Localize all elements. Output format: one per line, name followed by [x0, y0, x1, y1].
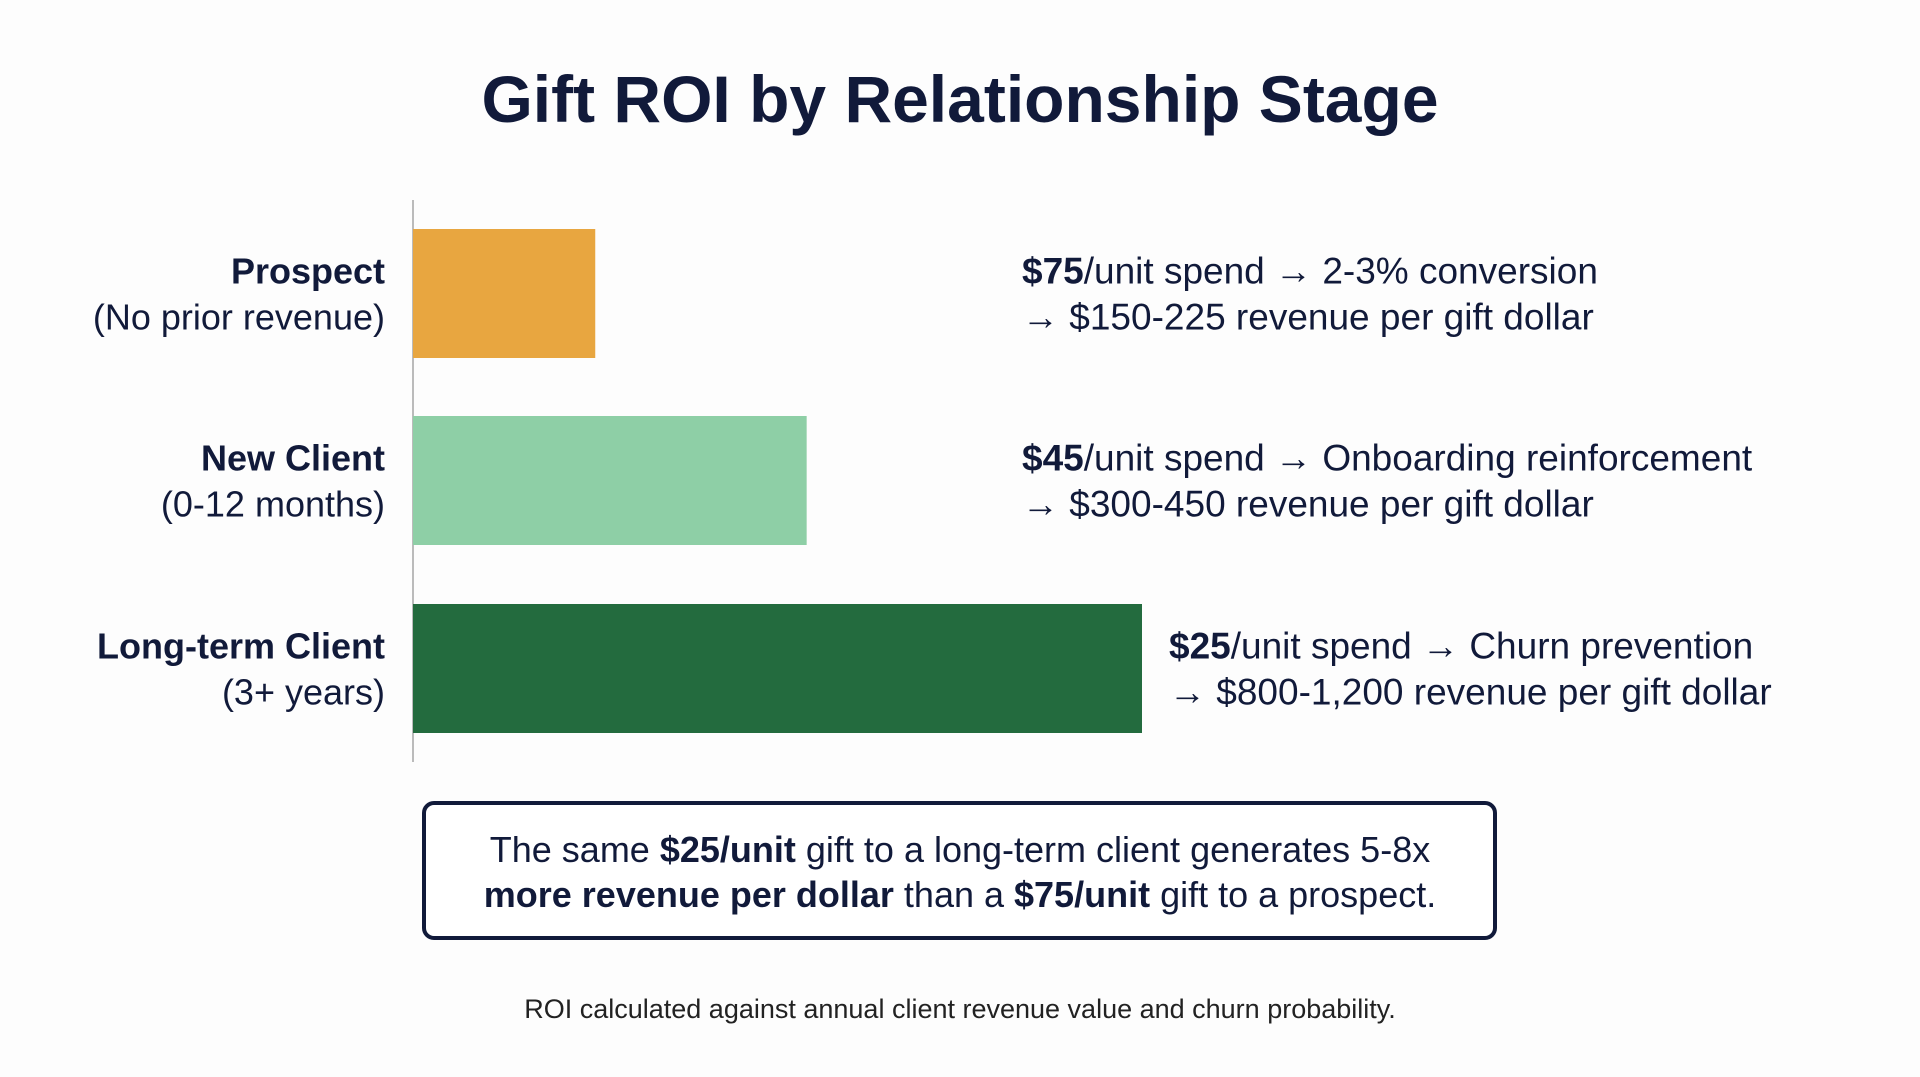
bar [413, 604, 1142, 733]
callout-text-segment: more revenue per dollar [484, 874, 894, 915]
callout-text-segment: The same [490, 829, 660, 870]
bar [413, 229, 596, 358]
bar-annotation: → $300-450 revenue per gift dollar [1022, 484, 1594, 525]
callout-text-segment: $75/unit [1014, 874, 1150, 915]
callout-box [422, 801, 1497, 940]
bar-annotation-segment: /unit spend → Churn prevention [1231, 626, 1753, 667]
callout-text: more revenue per dollar than a $75/unit … [484, 874, 1436, 915]
bar-annotation-segment: $25 [1169, 626, 1231, 667]
bar-annotation: → $150-225 revenue per gift dollar [1022, 297, 1594, 338]
bar-annotation: → $800-1,200 revenue per gift dollar [1169, 672, 1772, 713]
callout-text-segment: gift to a long-term client generates 5-8… [796, 829, 1430, 870]
category-label: Long-term Client [97, 626, 385, 667]
callout-text: The same $25/unit gift to a long-term cl… [490, 829, 1430, 870]
category-label: Prospect [231, 251, 385, 292]
category-label: New Client [201, 438, 385, 479]
bar-annotation-segment: → $150-225 revenue per gift dollar [1022, 297, 1594, 338]
bar-annotation-segment: /unit spend → 2-3% conversion [1084, 251, 1598, 292]
callout-text-segment: gift to a prospect. [1150, 874, 1436, 915]
bar-annotation: $75/unit spend → 2-3% conversion [1022, 251, 1598, 292]
category-note: (3+ years) [222, 672, 385, 713]
category-note: (0-12 months) [161, 484, 385, 525]
bar-annotation-segment: $75 [1022, 251, 1084, 292]
bar-annotation-segment: → $300-450 revenue per gift dollar [1022, 484, 1594, 525]
chart-title: Gift ROI by Relationship Stage [481, 62, 1438, 136]
callout-text-segment: $25/unit [660, 829, 796, 870]
bar-annotation-segment: /unit spend → Onboarding reinforcement [1084, 438, 1753, 479]
callout-text-segment: than a [894, 874, 1014, 915]
footnote: ROI calculated against annual client rev… [524, 994, 1396, 1024]
category-note: (No prior revenue) [93, 297, 385, 338]
bar-annotation: $45/unit spend → Onboarding reinforcemen… [1022, 438, 1753, 479]
bar [413, 416, 807, 545]
bar-annotation-segment: $45 [1022, 438, 1084, 479]
bar-annotation-segment: → $800-1,200 revenue per gift dollar [1169, 672, 1772, 713]
bar-annotation: $25/unit spend → Churn prevention [1169, 626, 1753, 667]
